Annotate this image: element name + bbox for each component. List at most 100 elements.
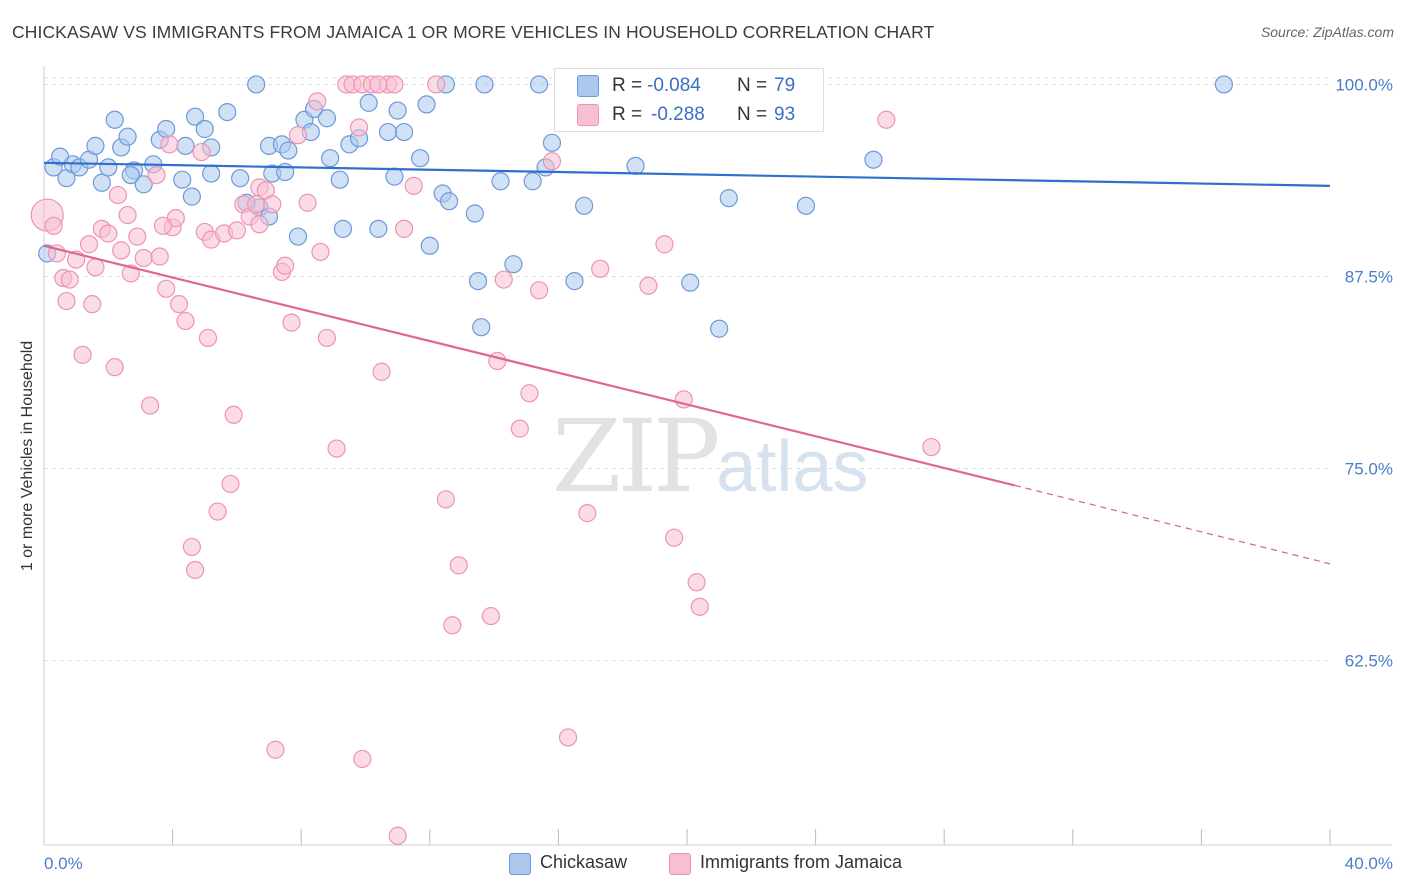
pink-swatch-icon <box>577 104 599 126</box>
jamaica-point <box>394 219 414 238</box>
jamaica-point <box>83 295 102 314</box>
chickasaw-point <box>542 133 562 152</box>
jamaica-point <box>160 135 179 154</box>
jamaica-point <box>208 502 227 521</box>
jamaica-point <box>99 224 118 243</box>
chickasaw-point <box>288 227 308 246</box>
y-tick-label: 62.5% <box>1345 652 1393 671</box>
chickasaw-point <box>92 173 111 192</box>
jamaica-point <box>542 152 562 171</box>
chickasaw-point <box>388 101 407 120</box>
jamaica-point <box>385 75 404 94</box>
chickasaw-point <box>472 318 491 337</box>
jamaica-point <box>112 241 131 260</box>
y-tick-label: 75.0% <box>1345 460 1393 479</box>
chickasaw-point <box>796 196 816 215</box>
jamaica-point <box>108 185 128 205</box>
jamaica-point <box>224 405 243 424</box>
chickasaw-point <box>411 149 430 168</box>
jamaica-point <box>86 258 105 277</box>
jamaica-point <box>665 528 684 547</box>
jamaica-point <box>404 176 423 195</box>
chickasaw-point <box>231 169 250 188</box>
chickasaw-point <box>186 107 205 126</box>
chickasaw-point <box>317 109 337 128</box>
chickasaw-point <box>247 75 266 94</box>
jamaica-point <box>327 439 346 458</box>
jamaica-point <box>922 437 941 457</box>
jamaica-point <box>481 606 500 626</box>
y-tick-label: 87.5% <box>1345 267 1393 286</box>
chickasaw-point <box>394 122 414 142</box>
chickasaw-point <box>202 164 221 183</box>
chickasaw-trend-line <box>43 161 1331 187</box>
jamaica-point <box>308 92 327 111</box>
chickasaw-point <box>417 95 436 114</box>
jamaica-point <box>494 270 513 289</box>
jamaica-point <box>57 291 76 311</box>
chickasaw-point <box>333 219 353 238</box>
blue-swatch-icon <box>509 853 531 875</box>
jamaica-point <box>44 216 63 235</box>
jamaica-point <box>578 504 597 523</box>
watermark-atlas: atlas <box>716 427 869 507</box>
jamaica-point <box>388 826 407 845</box>
chickasaw-point <box>626 156 645 175</box>
jamaica-point <box>157 279 176 298</box>
pink-swatch-icon <box>669 853 691 875</box>
r-label: R = <box>612 75 643 96</box>
jamaica-point <box>591 259 610 278</box>
chickasaw-point <box>575 196 594 215</box>
chickasaw-point <box>173 170 192 189</box>
chickasaw-point <box>86 136 105 155</box>
jamaica-point <box>128 227 147 246</box>
chickasaw-point <box>121 165 140 185</box>
jamaica-point <box>690 597 709 616</box>
jamaica-point <box>79 235 99 254</box>
chickasaw-point <box>420 236 439 255</box>
y-axis-label: 1 or more Vehicles in Household <box>19 340 36 572</box>
jamaica-point <box>311 242 330 262</box>
jamaica-point <box>221 474 240 494</box>
chickasaw-point <box>1214 75 1234 94</box>
watermark-zip: ZIP <box>552 398 720 515</box>
jamaica-point <box>153 216 173 235</box>
legend-label: Chickasaw <box>540 852 628 872</box>
chickasaw-point <box>118 127 137 146</box>
jamaica-point <box>530 281 549 300</box>
source-note: Source: ZipAtlas.com <box>1260 24 1394 40</box>
chickasaw-point <box>475 75 494 94</box>
jamaica-point <box>147 165 166 185</box>
jamaica-point <box>449 556 468 575</box>
jamaica-point <box>436 490 455 509</box>
chickasaw-point <box>864 150 883 169</box>
chickasaw-point <box>565 272 584 291</box>
r-label: R = <box>612 104 643 125</box>
chart-title: CHICKASAW VS IMMIGRANTS FROM JAMAICA 1 O… <box>12 22 935 42</box>
jamaica-point <box>263 195 282 214</box>
jamaica-point <box>227 221 246 240</box>
chickasaw-point <box>176 136 195 155</box>
chickasaw-point <box>99 158 118 177</box>
jamaica-point <box>186 560 205 580</box>
chickasaw-point <box>195 119 214 139</box>
chickasaw-point <box>468 272 488 291</box>
jamaica-point <box>192 142 211 162</box>
watermark: ZIPatlas <box>552 398 868 515</box>
jamaica-point <box>182 537 201 557</box>
jamaica-point <box>150 247 169 266</box>
jamaica-point <box>558 728 578 747</box>
jamaica-trend-extension <box>1014 484 1331 565</box>
blue-swatch-icon <box>577 75 599 97</box>
x-tick-label: 0.0% <box>44 854 83 873</box>
jamaica-point <box>105 358 124 377</box>
n-label: N = <box>737 75 768 96</box>
chickasaw-point <box>182 187 201 206</box>
legend-label: Immigrants from Jamaica <box>700 852 903 872</box>
stats-legend: R = -0.084 N = 79 R = -0.288 N = 93 <box>554 68 824 132</box>
jamaica-point <box>510 419 529 438</box>
r-value: -0.288 <box>651 104 705 125</box>
n-value: 79 <box>774 75 796 96</box>
jamaica-point <box>140 396 160 415</box>
